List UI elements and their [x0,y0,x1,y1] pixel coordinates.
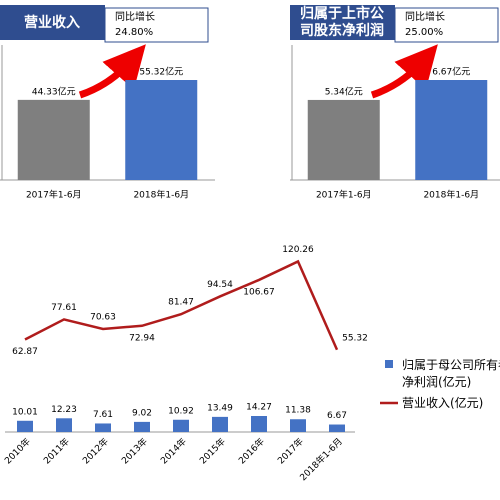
value-label: 70.63 [90,312,116,322]
arrow [78,44,146,99]
x-tick-label: 2012年 [80,435,111,466]
value-label: 14.27 [246,403,272,413]
title-box [0,5,105,40]
value-label: 6.67 [327,411,347,421]
x-tick-label: 2018年1-6月 [133,189,189,201]
bar [307,99,380,180]
value-label: 106.67 [243,287,275,297]
annotation: 同比增长 [115,10,155,23]
x-tick-label: 2016年 [236,435,267,466]
legend-box: 归属于母公司所有者净利润(亿元) [402,358,500,389]
legend-swatch [385,360,393,368]
bar [95,423,111,432]
x-tick-label: 2018年1-6月 [423,189,479,201]
bar [290,419,306,432]
value-label: 10.92 [168,406,194,416]
x-tick-label: 2017年 [275,435,306,466]
value-label: 12.23 [51,405,77,415]
value-label: 77.61 [51,303,77,313]
value-label: 6.67亿元 [432,66,470,78]
annotation: 同比增长 [405,10,445,23]
x-tick-label: 2014年 [158,435,189,466]
x-tick-label: 2015年 [197,435,228,466]
x-tick-label: 2017年1-6月 [26,189,82,201]
value-label: 11.38 [285,406,311,416]
line [24,259,339,351]
value-label: 13.49 [207,403,233,413]
value-label: 62.87 [12,347,38,357]
bar [17,420,33,432]
value-label: 10.01 [12,407,38,417]
value-label: 5.34亿元 [325,85,363,97]
x-tick-label: 2010年 [2,435,33,466]
bar [329,424,345,432]
annotation-box [394,7,499,43]
value-label: 81.47 [168,298,194,308]
x-tick-label: 2017年1-6月 [316,189,372,201]
bar [125,80,198,180]
value-label: 94.54 [207,280,233,290]
bar [415,80,488,180]
value-label: 120.26 [282,245,314,255]
annotation: 25.00% [405,27,443,38]
x-tick-label: 2013年 [119,435,150,466]
chart-title: 司股东净利润 [300,22,384,39]
bar [56,418,72,432]
value-label: 72.94 [129,333,155,343]
chart-title: 营业收入 [24,14,80,31]
value-label: 7.61 [93,410,113,420]
annotation: 24.80% [115,27,153,38]
legend-box: 营业收入(亿元) [402,396,484,410]
title-box [290,5,395,40]
chart-title: 归属于上市公 [300,5,384,22]
bar [173,419,189,432]
bar [134,421,150,432]
value-label: 9.02 [132,408,152,418]
bar [212,416,228,432]
arrow [370,44,438,99]
annotation-box [104,7,209,43]
value-label: 44.33亿元 [32,85,76,97]
value-label: 55.32 [342,333,368,343]
x-tick-label: 2011年 [41,435,72,466]
value-label: 55.32亿元 [139,66,183,78]
bar [251,416,267,432]
legend-label: 归属于母公司所有者净利润(亿元) [402,358,500,389]
bar [17,99,90,180]
legend-label: 营业收入(亿元) [402,396,484,410]
